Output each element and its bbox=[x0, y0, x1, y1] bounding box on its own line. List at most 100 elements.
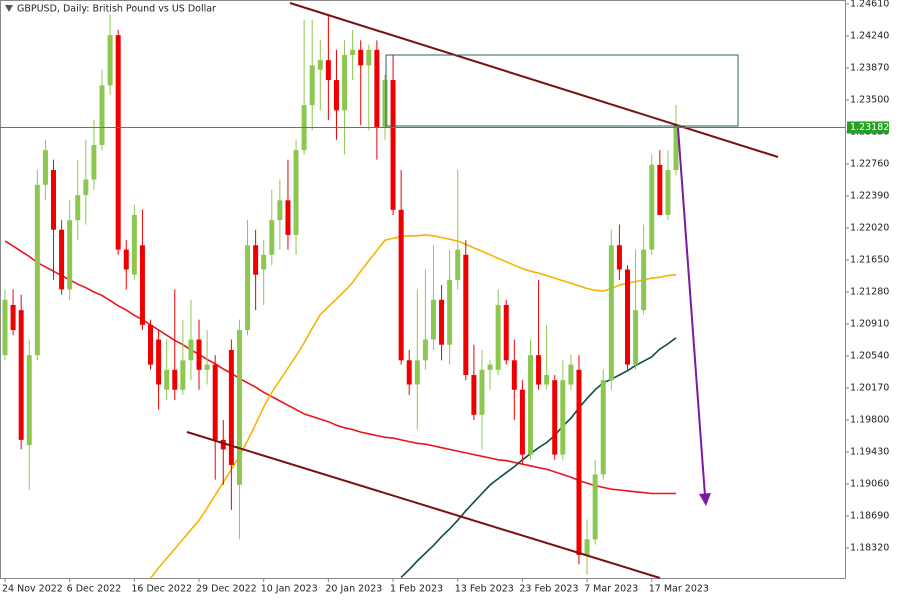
price-label-box bbox=[847, 121, 889, 134]
candle-body bbox=[503, 304, 509, 361]
candle-body bbox=[487, 364, 493, 370]
candle-body bbox=[333, 80, 339, 111]
candle-body bbox=[42, 150, 48, 185]
candle-body bbox=[439, 299, 445, 345]
y-tick-label: 1.23500 bbox=[850, 94, 889, 105]
candle-body bbox=[544, 375, 550, 385]
candle-body bbox=[212, 364, 218, 440]
candle-body bbox=[277, 200, 283, 221]
arrow-head bbox=[699, 493, 711, 506]
candle-body bbox=[285, 200, 291, 235]
y-tick-label: 1.18320 bbox=[850, 542, 889, 553]
candle-body bbox=[463, 254, 469, 376]
candle-body bbox=[293, 150, 299, 235]
candle-body bbox=[10, 304, 16, 331]
y-tick-label: 1.18690 bbox=[850, 510, 889, 521]
candle-body bbox=[641, 249, 647, 311]
candle-body bbox=[552, 380, 558, 455]
candle-body bbox=[447, 279, 453, 345]
candle-body bbox=[560, 380, 566, 455]
candle-body bbox=[83, 179, 89, 196]
candle-body bbox=[148, 324, 154, 365]
candle-body bbox=[665, 170, 671, 216]
moving-average bbox=[4, 240, 676, 495]
candle-body bbox=[75, 195, 81, 221]
candle-body bbox=[616, 245, 622, 270]
candle-body bbox=[511, 360, 517, 390]
candle-body bbox=[576, 369, 582, 555]
plot bbox=[2, 14, 679, 579]
candle-body bbox=[172, 369, 178, 390]
symbol-icon bbox=[5, 5, 13, 12]
candle-body bbox=[156, 339, 162, 385]
y-tick-label: 1.20910 bbox=[850, 318, 889, 329]
y-tick-label: 1.19060 bbox=[850, 478, 889, 489]
candle-body bbox=[495, 304, 501, 370]
candle-body bbox=[358, 49, 364, 66]
candle-body bbox=[131, 215, 137, 275]
x-tick-label: 7 Mar 2023 bbox=[584, 584, 638, 595]
candle-body bbox=[253, 245, 259, 275]
candle-body bbox=[568, 364, 574, 385]
candle-body bbox=[236, 330, 242, 485]
x-tick-label: 17 Mar 2023 bbox=[649, 584, 709, 595]
candle-body bbox=[592, 474, 598, 540]
candle-body bbox=[245, 245, 251, 331]
candle-body bbox=[390, 80, 396, 210]
candle-body bbox=[18, 310, 24, 440]
candle-body bbox=[317, 60, 323, 70]
y-tick-label: 1.23870 bbox=[850, 62, 889, 73]
candle-body bbox=[519, 389, 525, 455]
candle-body bbox=[479, 369, 485, 415]
candle-body bbox=[261, 254, 267, 270]
y-tick-label: 1.24240 bbox=[850, 30, 889, 41]
candle-body bbox=[471, 375, 477, 415]
candle-body bbox=[115, 35, 121, 250]
candle-body bbox=[366, 49, 372, 66]
candle-body bbox=[649, 164, 655, 250]
x-tick-label: 13 Feb 2023 bbox=[455, 584, 514, 595]
plot-frame bbox=[0, 0, 846, 579]
y-tick-label: 1.20170 bbox=[850, 382, 889, 393]
y-tick-label: 1.21650 bbox=[850, 254, 889, 265]
candle-body bbox=[398, 209, 404, 361]
y-tick-label: 1.24610 bbox=[850, 0, 889, 9]
chart-title: GBPUSD, Daily: British Pound vs US Dolla… bbox=[17, 4, 216, 15]
y-tick-label: 1.21280 bbox=[850, 286, 889, 297]
support-trendline bbox=[186, 431, 661, 579]
candle-body bbox=[342, 55, 348, 111]
candle-body bbox=[325, 60, 331, 81]
candle-body bbox=[350, 49, 356, 56]
x-tick-label: 24 Nov 2022 bbox=[2, 584, 63, 595]
candle-body bbox=[34, 184, 40, 356]
x-tick-label: 20 Jan 2023 bbox=[325, 584, 382, 595]
x-tick-label: 10 Jan 2023 bbox=[261, 584, 318, 595]
y-tick-label: 1.20540 bbox=[850, 350, 889, 361]
price-label: 1.23182 bbox=[850, 122, 889, 133]
candle-body bbox=[196, 339, 202, 370]
zone-rectangle bbox=[385, 54, 739, 127]
candle-body bbox=[608, 245, 614, 381]
candle-body bbox=[164, 369, 170, 390]
x-tick-label: 16 Dec 2022 bbox=[131, 584, 192, 595]
candle-body bbox=[139, 245, 145, 325]
y-tick-label: 1.22760 bbox=[850, 158, 889, 169]
moving-average bbox=[400, 337, 677, 578]
candle-body bbox=[657, 164, 663, 216]
candle-body bbox=[414, 360, 420, 385]
candle-body bbox=[430, 299, 436, 340]
candle-body bbox=[422, 339, 428, 361]
x-tick-label: 6 Dec 2022 bbox=[67, 584, 122, 595]
candle-body bbox=[51, 170, 57, 230]
resistance-trendline bbox=[289, 2, 779, 158]
candle-body bbox=[91, 144, 97, 180]
candle-body bbox=[382, 80, 388, 128]
candle-body bbox=[59, 229, 65, 290]
candle-body bbox=[99, 85, 105, 145]
candle-body bbox=[2, 299, 8, 356]
candle-body bbox=[180, 360, 186, 390]
candle-body bbox=[673, 125, 679, 171]
x-tick-label: 23 Feb 2023 bbox=[519, 584, 578, 595]
candle-body bbox=[123, 249, 129, 270]
candle-body bbox=[67, 220, 73, 290]
